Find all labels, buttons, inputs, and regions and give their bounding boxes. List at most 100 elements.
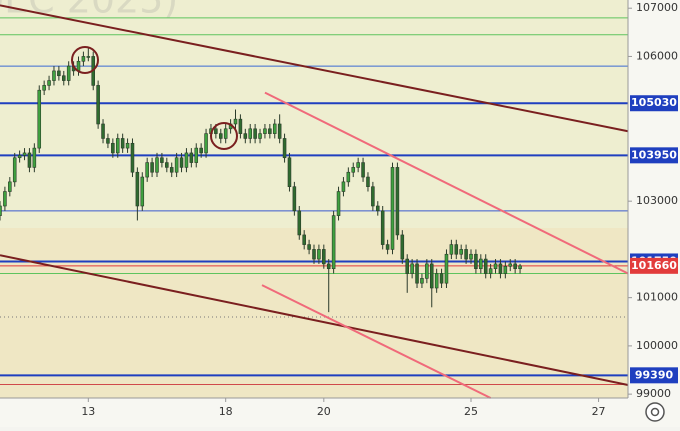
- candle-body: [503, 265, 508, 274]
- candle-body: [326, 263, 331, 270]
- trend-line: [261, 284, 492, 399]
- candle-body: [312, 249, 316, 260]
- candle-body: [513, 263, 517, 270]
- candle-body: [376, 205, 380, 212]
- candle-body: [22, 152, 27, 156]
- candle-body: [42, 85, 46, 91]
- level-label: 105030: [631, 96, 677, 109]
- trend-line: [264, 91, 629, 275]
- candle-body: [518, 265, 522, 270]
- candle-body: [483, 258, 488, 274]
- candle-body: [253, 128, 257, 139]
- candle-body: [263, 128, 267, 134]
- candle-body: [390, 167, 395, 250]
- candle-body: [380, 210, 385, 245]
- candle-body: [169, 167, 174, 173]
- candle-body: [223, 128, 228, 139]
- x-tick-label: 25: [464, 405, 478, 418]
- candle-body: [346, 171, 351, 183]
- candle-body: [233, 118, 238, 125]
- price-axis-background: [628, 0, 680, 427]
- candle-body: [3, 191, 7, 207]
- candle-body: [488, 268, 493, 274]
- plot-background-upper: [0, 0, 628, 228]
- candle-body: [101, 123, 105, 139]
- candle-body: [52, 70, 56, 81]
- candle-body: [444, 253, 449, 284]
- candle-body: [425, 263, 429, 279]
- candle-body: [459, 249, 463, 255]
- candle-body: [317, 249, 321, 260]
- candle-body: [498, 263, 503, 274]
- candle-body: [32, 147, 37, 168]
- candle-body: [120, 138, 125, 149]
- candle-body: [420, 278, 424, 284]
- y-tick-label: 99000: [636, 387, 671, 400]
- candle-body: [454, 244, 459, 255]
- candle-body: [12, 157, 17, 183]
- annotation-circle: [210, 122, 238, 150]
- candle-body: [86, 56, 91, 58]
- candle-body: [243, 133, 248, 139]
- candle-body: [385, 244, 390, 250]
- candle-body: [351, 167, 356, 173]
- candle-body: [302, 234, 306, 245]
- candle-body: [469, 253, 473, 260]
- candle-body: [160, 157, 164, 163]
- y-tick-label: 106000: [636, 49, 678, 62]
- level-label-box: [630, 147, 678, 164]
- level-label: 99390: [635, 368, 674, 381]
- x-tick-label: 27: [592, 405, 606, 418]
- candle-body: [434, 273, 439, 289]
- candle-body: [8, 181, 12, 192]
- candle-body: [248, 128, 252, 139]
- time-axis-background: [0, 398, 628, 427]
- x-tick-label: 13: [81, 405, 95, 418]
- candle-body: [17, 155, 22, 159]
- candle-body: [277, 123, 282, 139]
- candle-body: [111, 142, 115, 154]
- candle-body: [165, 162, 169, 168]
- candle-body: [410, 263, 414, 274]
- last-price-label: 101660: [631, 259, 677, 272]
- settings-button[interactable]: [645, 402, 665, 422]
- candle-body: [27, 152, 32, 168]
- candle-body: [96, 85, 100, 125]
- candle-body: [258, 133, 262, 139]
- candle-body: [282, 138, 287, 159]
- candle-body: [400, 234, 405, 260]
- candle-body: [57, 70, 61, 77]
- candle-body: [106, 138, 110, 144]
- candle-body: [439, 273, 444, 284]
- candle-body: [479, 258, 483, 270]
- candle-body: [115, 138, 120, 154]
- candle-body: [150, 162, 154, 173]
- candle-body: [199, 147, 203, 154]
- candle-body: [125, 142, 130, 149]
- candle-body: [297, 210, 302, 236]
- candle-body: [292, 186, 297, 212]
- candle-body: [140, 176, 145, 207]
- candle-body: [322, 249, 326, 265]
- plot-layer: [0, 4, 629, 399]
- candle-body: [361, 162, 365, 178]
- candle-body: [449, 244, 454, 255]
- trend-line: [0, 4, 629, 133]
- candle-body: [341, 181, 346, 192]
- candle-body: [508, 263, 513, 267]
- candle-body: [62, 75, 66, 81]
- candle-body: [395, 167, 400, 236]
- trend-line: [0, 254, 629, 386]
- candle-body: [331, 215, 336, 270]
- candle-body: [474, 253, 478, 270]
- candle-body: [356, 162, 360, 168]
- candle-body: [366, 176, 370, 187]
- level-label-box: [630, 367, 678, 384]
- y-tick-label: 107000: [636, 1, 678, 14]
- candle-body: [130, 142, 135, 173]
- candle-body: [336, 191, 341, 216]
- candle-body: [184, 152, 189, 168]
- candle-body: [81, 56, 86, 62]
